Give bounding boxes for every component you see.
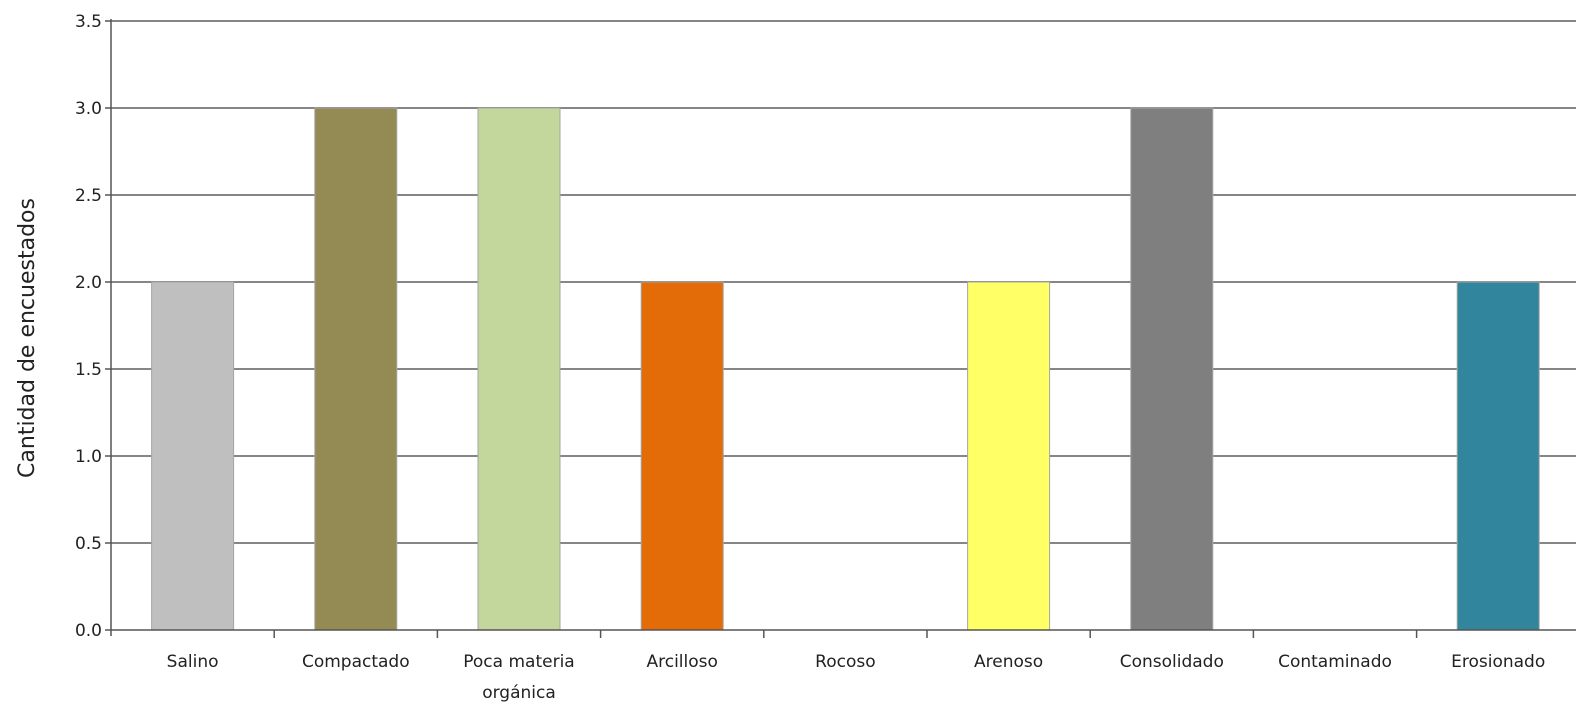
x-tick-label: Arenoso xyxy=(974,652,1043,672)
x-tick-label: Rocoso xyxy=(815,652,875,672)
bar xyxy=(151,281,235,631)
y-tick-label: 1.0 xyxy=(75,447,102,467)
x-tick-label: Poca materia xyxy=(463,652,574,672)
x-tick-label: Erosionado xyxy=(1451,652,1545,672)
bar xyxy=(640,281,724,631)
y-tick-label: 3.0 xyxy=(75,99,102,119)
tick-labels: 0.0 0.5 1.0 1.5 2.0 2.5 3.0 3.5 Salino Compactado… xyxy=(75,12,1545,703)
y-tick-label: 0.5 xyxy=(75,534,102,554)
bar xyxy=(477,107,561,631)
bar xyxy=(1130,107,1214,631)
x-tick-label: Consolidado xyxy=(1120,652,1224,672)
bar xyxy=(967,281,1051,631)
axes xyxy=(105,19,1576,638)
y-axis-label: Cantidad de encuestados xyxy=(15,198,40,478)
y-tick-label: 3.5 xyxy=(75,12,102,32)
x-tick-label: Compactado xyxy=(302,652,410,672)
bar xyxy=(1456,281,1540,631)
y-tick-label: 2.0 xyxy=(75,273,102,293)
y-tick-label: 0.0 xyxy=(75,621,102,641)
y-tick-label: 1.5 xyxy=(75,360,102,380)
x-tick-label: Salino xyxy=(167,652,219,672)
bar xyxy=(314,107,398,631)
y-tick-label: 2.5 xyxy=(75,186,102,206)
x-tick-label: orgánica xyxy=(482,683,556,703)
x-tick-label: Arcilloso xyxy=(646,652,717,672)
bars xyxy=(151,107,1540,631)
x-tick-label: Contaminado xyxy=(1278,652,1392,672)
